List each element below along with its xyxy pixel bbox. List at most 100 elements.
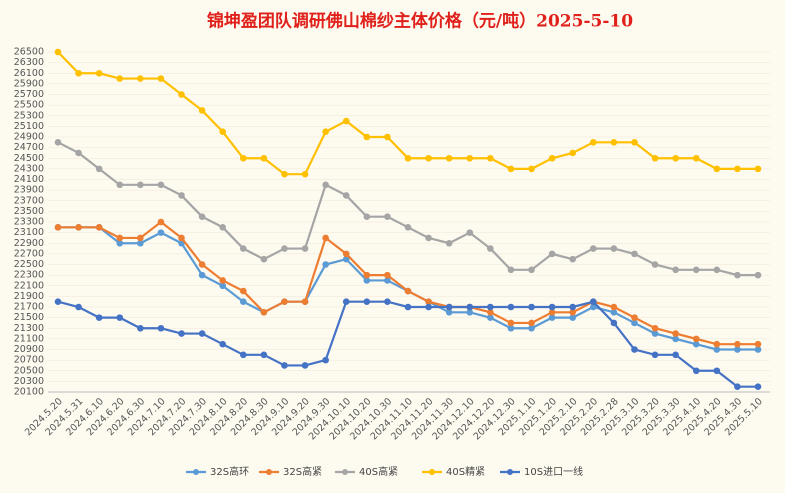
point [548, 314, 556, 321]
point [672, 266, 679, 274]
point [569, 314, 577, 321]
legend-label: 32S高紧 [283, 465, 322, 478]
y-tick-label: 22900 [14, 238, 44, 249]
y-tick-label: 26100 [14, 68, 44, 79]
point [363, 133, 371, 141]
y-tick-label: 26300 [14, 57, 44, 68]
point [342, 250, 350, 258]
point [569, 309, 577, 316]
point [631, 346, 638, 353]
point [713, 340, 721, 348]
point [672, 351, 679, 359]
point [137, 181, 144, 189]
point [157, 181, 165, 189]
point [95, 69, 103, 77]
point [466, 154, 474, 162]
y-tick-label: 20300 [14, 376, 44, 387]
point [466, 309, 474, 316]
point [239, 287, 247, 295]
y-tick-label: 20100 [14, 387, 44, 398]
point [198, 330, 206, 337]
point [116, 314, 124, 321]
y-tick-label: 24700 [14, 142, 44, 153]
point [631, 250, 638, 258]
point [301, 362, 309, 369]
y-tick-label: 25300 [14, 110, 44, 121]
point [631, 139, 638, 146]
y-tick-label: 22100 [14, 280, 44, 291]
point [384, 213, 391, 220]
point [301, 298, 309, 305]
point [301, 170, 309, 178]
point [363, 277, 371, 284]
point [322, 181, 329, 189]
y-tick-label: 23500 [14, 206, 44, 217]
point [754, 346, 762, 353]
point [95, 224, 103, 231]
point [260, 154, 268, 162]
point [384, 271, 391, 279]
point [322, 356, 329, 364]
point [569, 149, 577, 157]
y-tick-label: 21100 [14, 333, 44, 344]
point [507, 165, 515, 173]
point [713, 266, 721, 274]
point [404, 224, 412, 231]
point [692, 367, 700, 375]
point [692, 335, 700, 343]
point [219, 277, 227, 284]
y-tick-label: 24300 [14, 163, 44, 174]
point [363, 213, 371, 220]
point [95, 165, 103, 173]
point [425, 298, 432, 305]
point [713, 165, 721, 173]
point [651, 261, 659, 268]
point [734, 165, 741, 173]
point [116, 234, 124, 242]
point [137, 324, 144, 332]
point [75, 303, 82, 311]
point [528, 324, 535, 332]
point [342, 117, 350, 125]
point [260, 255, 268, 263]
point [239, 245, 247, 252]
chart-title: 锦坤盈团队调研佛山棉纱主体价格（元/吨）2025-5-10 [207, 11, 633, 32]
point [239, 351, 247, 359]
y-tick-label: 20900 [14, 344, 44, 355]
point [589, 139, 597, 146]
legend-label: 40S高紧 [359, 465, 398, 478]
point [672, 335, 679, 343]
point [548, 309, 556, 316]
y-tick-label: 20500 [14, 365, 44, 376]
point [322, 261, 329, 268]
point [692, 154, 700, 162]
point [507, 319, 515, 327]
y-tick-label: 23700 [14, 195, 44, 206]
point [116, 181, 124, 189]
point [219, 224, 227, 231]
point [610, 319, 618, 327]
point [342, 192, 350, 199]
y-tick-label: 21700 [14, 302, 44, 313]
y-tick-label: 25100 [14, 121, 44, 132]
point [610, 303, 618, 311]
point [75, 69, 82, 77]
point [692, 266, 700, 274]
point [425, 303, 432, 311]
point [734, 383, 741, 390]
point [734, 271, 741, 279]
point [487, 154, 494, 162]
point [198, 261, 206, 268]
y-tick-label: 21900 [14, 291, 44, 302]
point [589, 245, 597, 252]
point [198, 107, 206, 114]
point [178, 330, 185, 337]
point [425, 154, 432, 162]
point [301, 245, 309, 252]
point [466, 303, 474, 311]
point [445, 239, 453, 247]
point [384, 277, 391, 284]
point [198, 213, 206, 220]
y-tick-label: 26500 [14, 47, 44, 58]
point [692, 340, 700, 348]
